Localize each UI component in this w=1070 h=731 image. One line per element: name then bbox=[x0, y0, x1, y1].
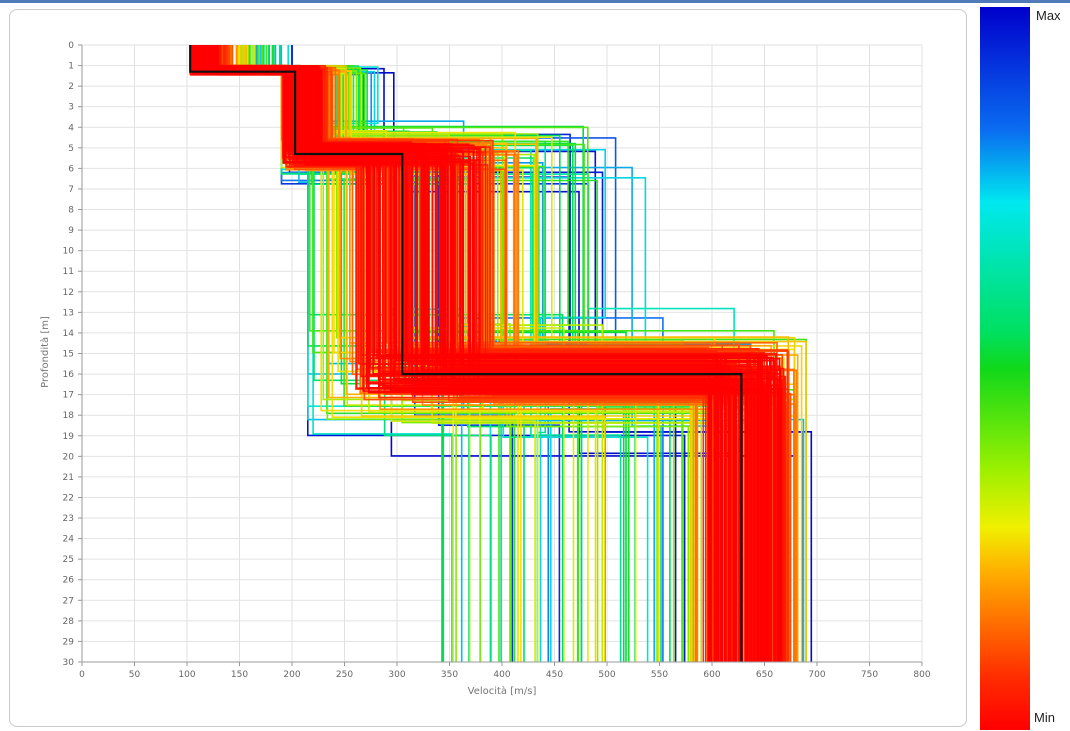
x-tick-label: 350 bbox=[441, 670, 458, 680]
x-tick-label: 750 bbox=[861, 670, 878, 680]
x-tick-label: 700 bbox=[808, 670, 825, 680]
y-tick-label: 21 bbox=[63, 473, 74, 483]
y-tick-label: 24 bbox=[63, 535, 75, 545]
x-tick-label: 800 bbox=[913, 670, 930, 680]
x-tick-label: 0 bbox=[79, 670, 85, 680]
y-tick-label: 30 bbox=[63, 658, 75, 668]
y-tick-label: 19 bbox=[63, 432, 75, 442]
y-tick-label: 18 bbox=[63, 411, 75, 421]
y-tick-label: 14 bbox=[63, 329, 75, 339]
y-tick-label: 0 bbox=[68, 41, 74, 51]
x-tick-label: 100 bbox=[178, 670, 195, 680]
y-tick-label: 4 bbox=[68, 123, 74, 133]
x-tick-label: 650 bbox=[756, 670, 773, 680]
y-axis-label: Profondità [m] bbox=[39, 316, 51, 388]
ensemble-model-line bbox=[212, 45, 755, 662]
y-tick-label: 16 bbox=[63, 370, 75, 380]
y-tick-label: 10 bbox=[63, 247, 75, 257]
ensemble-model-line bbox=[205, 45, 772, 662]
x-tick-labels: 0 50 100 150 200 250 300 350 400 450 500 550 600 650 7… bbox=[79, 662, 931, 680]
x-tick-label: 450 bbox=[546, 670, 563, 680]
y-tick-label: 28 bbox=[63, 617, 75, 627]
y-tick-label: 22 bbox=[63, 493, 74, 503]
y-tick-label: 15 bbox=[63, 350, 74, 360]
y-tick-label: 25 bbox=[63, 555, 74, 565]
y-tick-label: 12 bbox=[63, 288, 74, 298]
colorbar-min-label: Min bbox=[1034, 710, 1055, 725]
x-tick-label: 250 bbox=[336, 670, 353, 680]
y-tick-labels: 0123456789101112131415161718192021222324… bbox=[63, 41, 82, 668]
y-tick-label: 5 bbox=[68, 144, 74, 154]
x-tick-label: 300 bbox=[388, 670, 405, 680]
y-tick-label: 26 bbox=[63, 576, 75, 586]
y-tick-label: 7 bbox=[68, 185, 74, 195]
chart-plot: 0 50 100 150 200 250 300 350 400 450 500 550 600 650 7… bbox=[39, 41, 931, 697]
colorbar-max-label: Max bbox=[1036, 8, 1061, 23]
x-tick-label: 550 bbox=[651, 670, 668, 680]
y-tick-label: 20 bbox=[63, 452, 75, 462]
x-tick-label: 500 bbox=[598, 670, 615, 680]
y-tick-label: 11 bbox=[63, 267, 74, 277]
x-tick-label: 200 bbox=[283, 670, 300, 680]
y-tick-label: 27 bbox=[63, 596, 74, 606]
x-tick-label: 400 bbox=[493, 670, 510, 680]
y-tick-label: 23 bbox=[63, 514, 74, 524]
best-model-line bbox=[189, 45, 743, 662]
top-rule bbox=[0, 0, 1070, 3]
x-tick-label: 150 bbox=[231, 670, 248, 680]
y-tick-label: 9 bbox=[68, 226, 74, 236]
y-tick-label: 3 bbox=[68, 103, 74, 113]
x-tick-label: 600 bbox=[703, 670, 720, 680]
x-axis-label: Velocità [m/s] bbox=[468, 685, 537, 697]
y-tick-label: 6 bbox=[68, 164, 74, 174]
y-tick-label: 8 bbox=[68, 206, 74, 216]
y-tick-label: 29 bbox=[63, 637, 75, 647]
y-tick-label: 17 bbox=[63, 391, 74, 401]
colorbar bbox=[980, 7, 1030, 730]
y-tick-label: 1 bbox=[68, 62, 74, 72]
x-tick-label: 50 bbox=[129, 670, 141, 680]
y-tick-label: 2 bbox=[68, 82, 74, 92]
best-model bbox=[189, 45, 743, 662]
y-tick-label: 13 bbox=[63, 308, 74, 318]
